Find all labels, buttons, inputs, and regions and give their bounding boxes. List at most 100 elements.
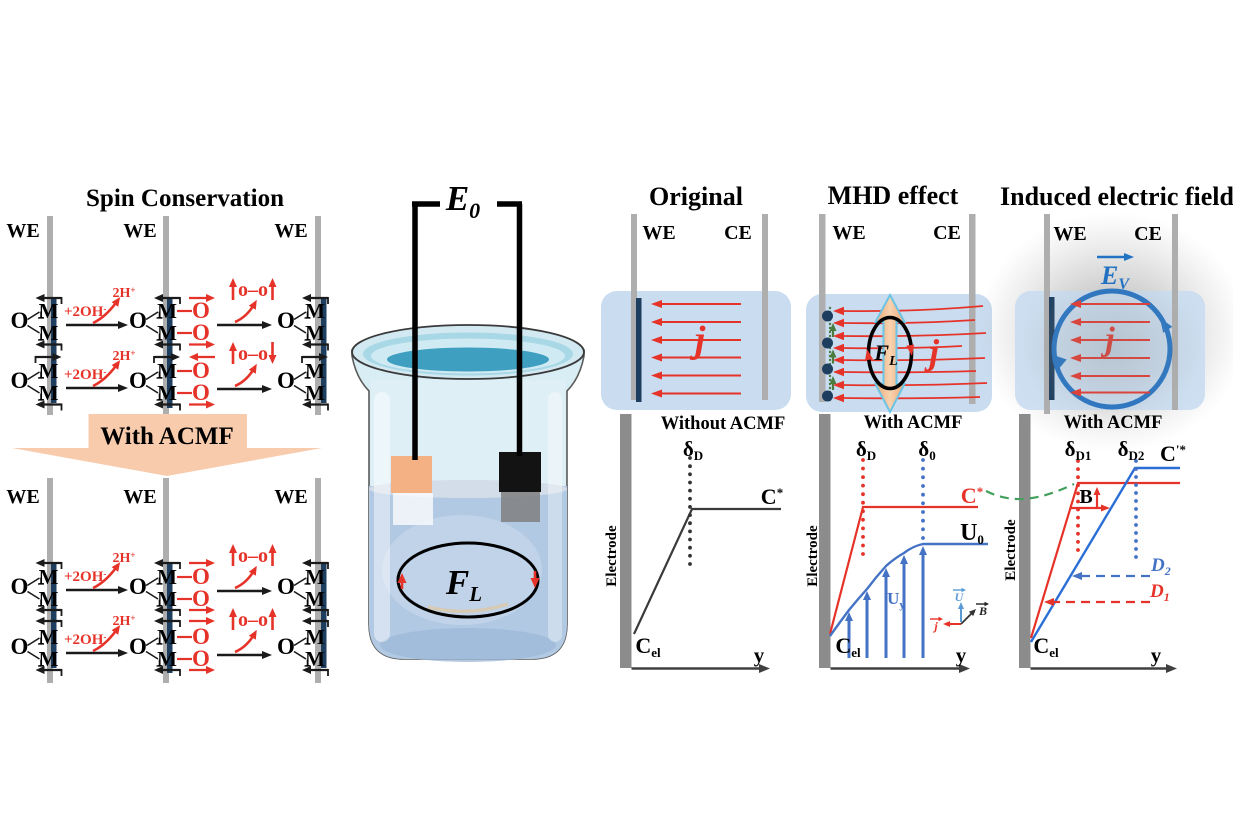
- svg-text:WE: WE: [6, 220, 39, 242]
- svg-text:M: M: [305, 321, 325, 345]
- svg-text:y: y: [754, 643, 765, 667]
- svg-text:O: O: [11, 308, 29, 333]
- svg-text:C*: C*: [961, 483, 983, 508]
- svg-text:O: O: [129, 368, 147, 393]
- svg-text:M: M: [157, 647, 177, 671]
- svg-text:M: M: [39, 299, 59, 323]
- svg-text:B: B: [978, 604, 987, 618]
- svg-text:M: M: [39, 565, 59, 589]
- svg-text:WE: WE: [123, 486, 156, 508]
- svg-text:δD: δD: [683, 437, 703, 463]
- svg-text:WE: WE: [832, 222, 865, 244]
- svg-text:o–o: o–o: [238, 343, 268, 365]
- svg-text:O: O: [129, 574, 147, 599]
- svg-text:O: O: [192, 646, 210, 671]
- svg-text:O: O: [11, 368, 29, 393]
- svg-text:M: M: [305, 625, 325, 649]
- svg-text:CE: CE: [724, 222, 752, 244]
- svg-text:O: O: [277, 308, 295, 333]
- svg-text:M: M: [157, 625, 177, 649]
- svg-text:With ACMF: With ACMF: [1064, 413, 1163, 433]
- svg-text:O: O: [129, 308, 147, 333]
- svg-text:O: O: [192, 564, 210, 589]
- svg-text:U0: U0: [960, 520, 984, 547]
- svg-text:O: O: [192, 624, 210, 649]
- svg-text:With ACMF: With ACMF: [864, 413, 963, 433]
- svg-text:O: O: [192, 358, 210, 383]
- svg-text:M: M: [305, 565, 325, 589]
- svg-text:y: y: [956, 643, 967, 667]
- svg-text:2H+: 2H+: [112, 348, 135, 364]
- svg-text:With ACMF: With ACMF: [100, 423, 234, 450]
- svg-text:M: M: [305, 299, 325, 323]
- svg-text:Without ACMF: Without ACMF: [661, 414, 786, 434]
- svg-text:WE: WE: [1053, 223, 1086, 245]
- svg-text:WE: WE: [123, 220, 156, 242]
- svg-text:Electrode: Electrode: [1003, 519, 1019, 581]
- svg-text:M: M: [157, 321, 177, 345]
- svg-text:D1: D1: [1149, 581, 1170, 604]
- svg-text:WE: WE: [274, 220, 307, 242]
- svg-text:o–o: o–o: [238, 279, 268, 301]
- svg-text:M: M: [305, 587, 325, 611]
- svg-text:C'*: C'*: [1160, 441, 1186, 466]
- svg-text:O: O: [192, 380, 210, 405]
- svg-text:Original: Original: [649, 182, 743, 211]
- svg-text:D2: D2: [1150, 555, 1171, 578]
- svg-text:O: O: [192, 320, 210, 345]
- svg-text:CE: CE: [1134, 223, 1162, 245]
- svg-text:M: M: [39, 647, 59, 671]
- svg-text:WE: WE: [642, 222, 675, 244]
- svg-text:E0: E0: [445, 179, 480, 223]
- svg-text:CE: CE: [933, 222, 961, 244]
- svg-text:Cel: Cel: [635, 633, 661, 660]
- svg-text:MHD effect: MHD effect: [828, 181, 959, 210]
- svg-text:B: B: [1079, 486, 1092, 508]
- svg-text:FL: FL: [873, 340, 897, 369]
- svg-text:Spin Conservation: Spin Conservation: [86, 185, 284, 212]
- svg-text:M: M: [157, 359, 177, 383]
- svg-text:M: M: [39, 321, 59, 345]
- svg-text:O: O: [277, 368, 295, 393]
- svg-text:M: M: [305, 647, 325, 671]
- svg-text:+2OH-: +2OH-: [64, 367, 106, 383]
- svg-text:Induced electric field: Induced electric field: [1000, 182, 1233, 211]
- svg-text:M: M: [157, 381, 177, 405]
- svg-text:j: j: [932, 619, 938, 633]
- svg-text:M: M: [39, 359, 59, 383]
- svg-text:M: M: [157, 299, 177, 323]
- svg-text:U: U: [955, 590, 965, 604]
- svg-text:C*: C*: [761, 484, 783, 509]
- svg-text:2H+: 2H+: [112, 613, 135, 629]
- svg-text:Cel: Cel: [1033, 633, 1059, 660]
- svg-text:FL: FL: [445, 563, 482, 606]
- svg-text:M: M: [157, 587, 177, 611]
- svg-text:M: M: [39, 625, 59, 649]
- svg-text:O: O: [192, 298, 210, 323]
- svg-text:M: M: [39, 381, 59, 405]
- svg-text:M: M: [305, 359, 325, 383]
- svg-text:+2OH-: +2OH-: [64, 569, 106, 585]
- svg-text:o–o: o–o: [238, 545, 268, 567]
- svg-text:y: y: [1151, 643, 1162, 667]
- svg-text:M: M: [305, 381, 325, 405]
- svg-text:O: O: [192, 586, 210, 611]
- svg-text:O: O: [277, 634, 295, 659]
- svg-text:Cel: Cel: [835, 633, 861, 660]
- svg-text:δ0: δ0: [918, 437, 935, 463]
- svg-text:2H+: 2H+: [112, 550, 135, 566]
- svg-text:WE: WE: [274, 486, 307, 508]
- svg-text:M: M: [157, 565, 177, 589]
- svg-text:WE: WE: [6, 486, 39, 508]
- svg-text:EV: EV: [1100, 261, 1130, 293]
- svg-text:Electrode: Electrode: [604, 525, 620, 587]
- svg-text:O: O: [129, 634, 147, 659]
- svg-text:M: M: [39, 587, 59, 611]
- svg-text:+2OH-: +2OH-: [64, 304, 106, 320]
- svg-text:O: O: [11, 634, 29, 659]
- svg-text:o–o: o–o: [238, 609, 268, 631]
- svg-text:δD: δD: [856, 437, 876, 463]
- svg-text:O: O: [277, 574, 295, 599]
- svg-text:+2OH-: +2OH-: [64, 632, 106, 648]
- svg-text:Electrode: Electrode: [805, 525, 821, 587]
